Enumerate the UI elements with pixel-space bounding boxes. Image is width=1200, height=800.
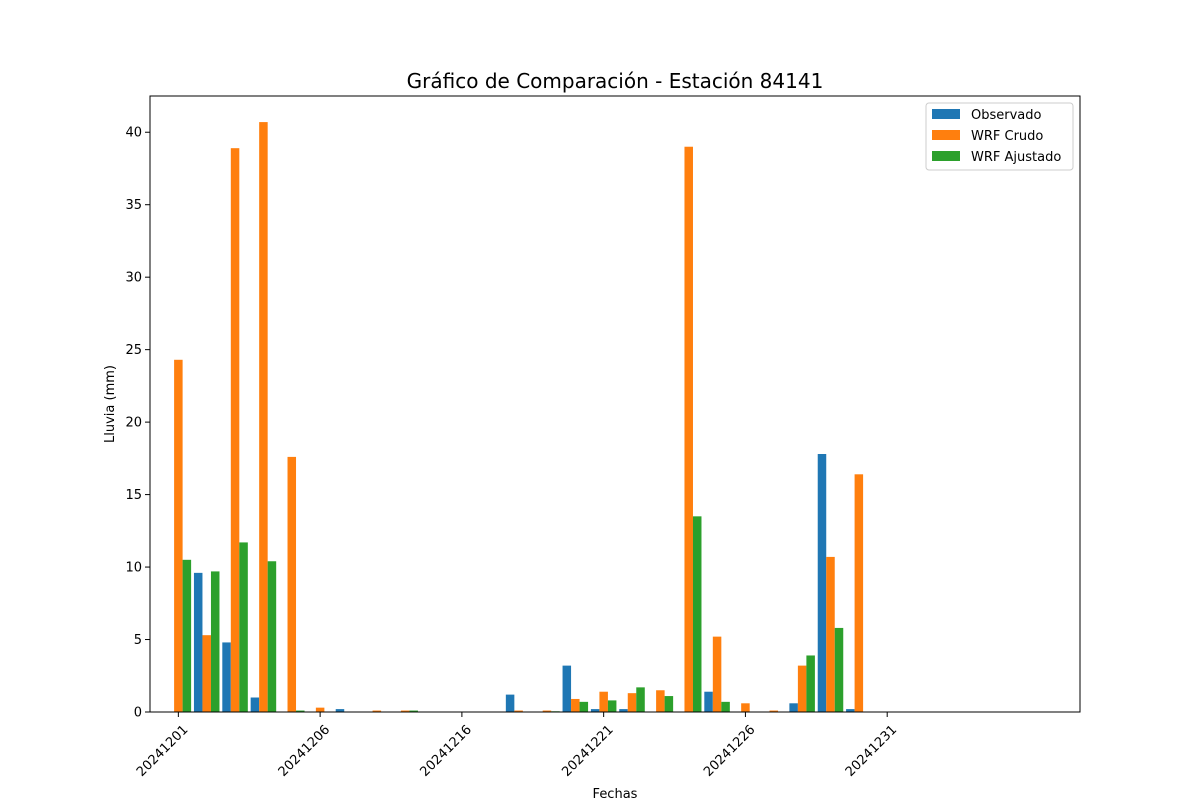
bar-wrf-ajustado-18 <box>692 516 702 712</box>
bars <box>174 122 864 713</box>
bar-wrf-crudo-18 <box>684 146 693 713</box>
legend-label-observado: Observado <box>971 108 1042 123</box>
chart-title: Gráfico de Comparación - Estación 84141 <box>407 69 824 93</box>
bar-observado-23 <box>817 454 827 712</box>
bar-wrf-ajustado-0 <box>182 559 192 712</box>
bar-wrf-ajustado-16 <box>636 687 645 712</box>
bar-wrf-crudo-21 <box>769 710 779 712</box>
bar-wrf-ajustado-17 <box>664 696 674 712</box>
bar-wrf-crudo-1 <box>202 635 211 712</box>
y-tick-label-10: 10 <box>125 561 142 576</box>
bar-wrf-crudo-23 <box>826 556 835 712</box>
y-tick-label-25: 25 <box>125 343 142 358</box>
bar-wrf-ajustado-19 <box>721 701 730 712</box>
bar-wrf-crudo-12 <box>514 710 523 712</box>
y-tick-label-5: 5 <box>134 633 142 648</box>
bar-observado-16 <box>619 709 628 712</box>
y-tick-label-15: 15 <box>125 488 142 503</box>
bar-observado-12 <box>505 694 515 712</box>
y-axis: 0 5 10 15 20 25 30 35 40 <box>125 126 150 721</box>
legend-label-wrf-crudo: WRF Crudo <box>971 129 1043 144</box>
bar-wrf-crudo-4 <box>287 456 297 712</box>
legend: Observado WRF Crudo WRF Ajustado <box>925 102 1074 171</box>
y-tick-label-0: 0 <box>134 706 142 721</box>
plot-frame <box>149 95 1081 713</box>
legend-swatch-wrf-ajustado <box>932 151 960 161</box>
bar-wrf-crudo-16 <box>627 693 637 712</box>
bar-wrf-crudo-24 <box>854 474 864 712</box>
bar-wrf-ajustado-23 <box>834 627 844 712</box>
y-tick-label-30: 30 <box>125 271 142 286</box>
bar-observado-3 <box>250 697 260 712</box>
bar-wrf-crudo-8 <box>400 710 410 712</box>
bar-observado-1 <box>193 572 203 712</box>
bar-observado-19 <box>704 691 713 712</box>
bar-observado-6 <box>335 709 345 712</box>
bar-wrf-crudo-17 <box>656 690 665 712</box>
bar-observado-22 <box>789 703 798 712</box>
bar-wrf-crudo-7 <box>372 710 382 712</box>
bar-wrf-ajustado-4 <box>296 710 305 712</box>
bar-wrf-ajustado-22 <box>806 655 815 712</box>
bar-observado-15 <box>590 709 600 712</box>
y-axis-label: Lluvia (mm) <box>103 365 118 443</box>
bar-wrf-crudo-20 <box>741 703 750 712</box>
legend-swatch-observado <box>932 109 960 119</box>
bar-wrf-crudo-22 <box>797 665 807 712</box>
bar-wrf-crudo-15 <box>599 691 608 712</box>
bar-wrf-ajustado-3 <box>267 561 277 712</box>
bar-wrf-crudo-0 <box>174 359 183 712</box>
bar-wrf-ajustado-14 <box>579 701 589 712</box>
x-axis-label: Fechas <box>593 787 638 800</box>
y-tick-label-40: 40 <box>125 126 142 141</box>
bar-wrf-crudo-2 <box>230 148 240 712</box>
y-tick-label-20: 20 <box>125 416 142 431</box>
bar-wrf-ajustado-15 <box>607 700 617 712</box>
bar-wrf-ajustado-8 <box>409 710 418 712</box>
bar-wrf-crudo-19 <box>712 636 722 712</box>
bar-observado-14 <box>562 665 572 712</box>
bar-observado-2 <box>222 642 231 712</box>
bar-observado-24 <box>846 709 855 712</box>
bar-wrf-crudo-13 <box>542 710 552 712</box>
legend-label-wrf-ajustado: WRF Ajustado <box>971 150 1061 165</box>
bar-wrf-ajustado-1 <box>210 571 220 712</box>
bar-wrf-crudo-14 <box>571 698 580 712</box>
legend-box <box>925 102 1074 171</box>
bar-wrf-crudo-5 <box>315 707 325 712</box>
bar-wrf-crudo-3 <box>259 122 268 713</box>
legend-swatch-wrf-crudo <box>932 130 960 140</box>
bar-wrf-ajustado-2 <box>239 542 248 712</box>
y-tick-label-35: 35 <box>125 198 142 213</box>
